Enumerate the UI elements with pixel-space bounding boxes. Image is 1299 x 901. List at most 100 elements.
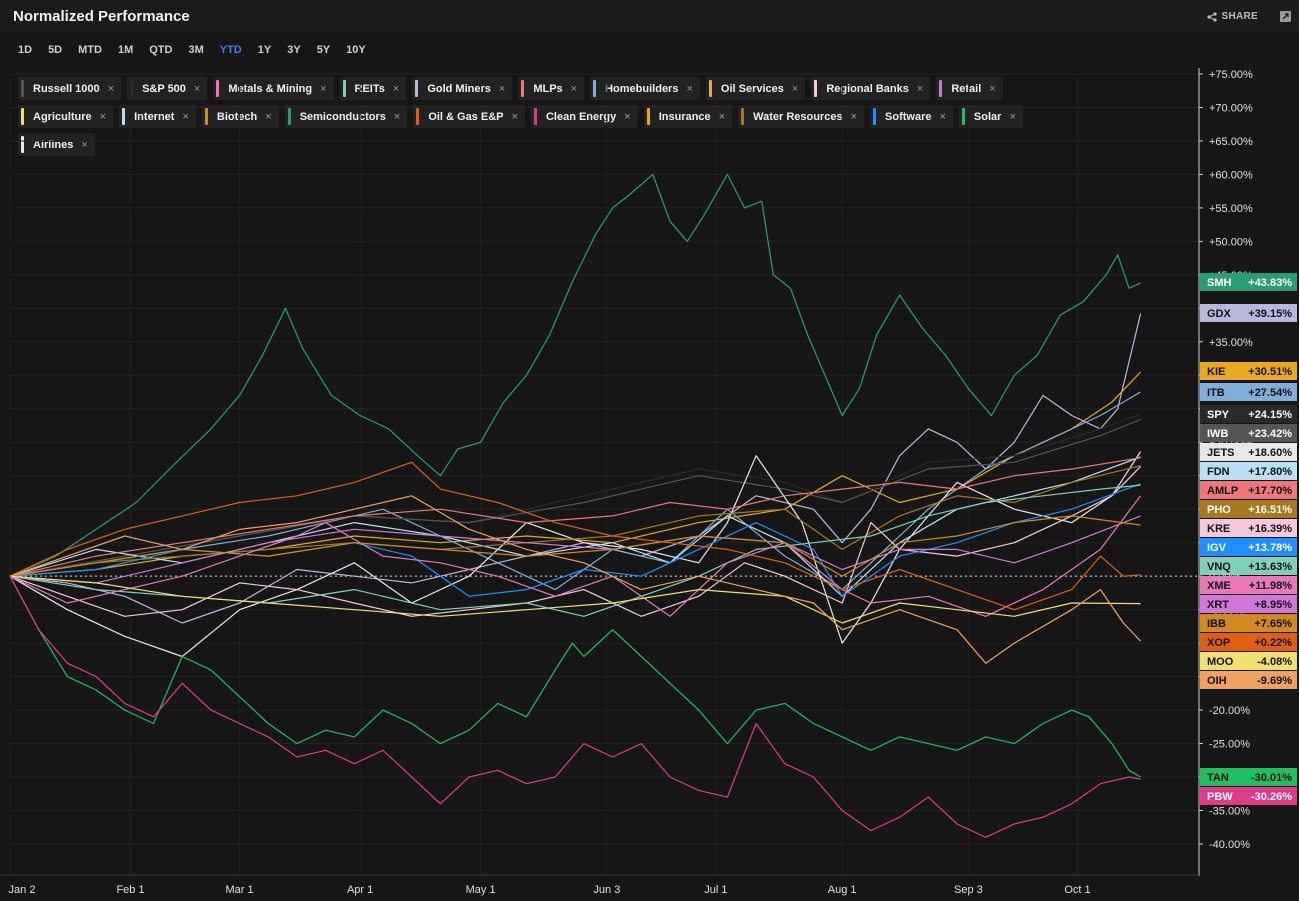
end-label-ticker: IGV <box>1207 542 1227 554</box>
series-line-tan <box>9 575 1141 778</box>
remove-series-icon[interactable]: × <box>81 138 88 151</box>
remove-series-icon[interactable]: × <box>393 110 401 123</box>
end-label-value: +13.78% <box>1248 542 1292 554</box>
remove-series-icon[interactable]: × <box>265 110 272 123</box>
remove-series-icon[interactable]: × <box>107 82 115 95</box>
remove-series-icon[interactable]: × <box>939 110 946 123</box>
end-label-box <box>1200 273 1297 291</box>
range-3y[interactable]: 3Y <box>287 44 301 56</box>
end-label-value: +17.70% <box>1248 485 1292 497</box>
series-color-swatch <box>741 108 745 125</box>
series-chip[interactable]: Airlines × <box>18 133 95 156</box>
range-5y[interactable]: 5Y <box>316 44 331 56</box>
series-chip[interactable]: Retail × <box>936 77 1003 100</box>
series-chip[interactable]: Biotech × <box>201 105 279 128</box>
end-label-box <box>1200 652 1297 670</box>
series-chip-label: Clean Energy <box>545 110 617 123</box>
series-color-swatch <box>708 80 712 97</box>
y-tick-label: +75.00% <box>1209 69 1253 81</box>
series-chip-label: Airlines <box>33 138 74 151</box>
end-label-box <box>1200 614 1297 632</box>
remove-series-icon[interactable]: × <box>193 82 201 95</box>
end-label-box <box>1200 481 1297 499</box>
remove-series-icon[interactable]: × <box>182 110 189 123</box>
remove-series-icon[interactable]: × <box>686 82 693 95</box>
remove-series-icon[interactable]: × <box>392 82 400 95</box>
remove-series-icon[interactable]: × <box>511 110 518 123</box>
series-chip[interactable]: Internet × <box>119 105 196 128</box>
series-chip[interactable]: Insurance × <box>643 105 733 128</box>
series-chip[interactable]: Solar × <box>958 105 1023 128</box>
series-chip[interactable]: REITs × <box>339 77 407 100</box>
series-chip[interactable]: Regional Banks × <box>811 77 931 100</box>
series-chip[interactable]: Software × <box>870 105 953 128</box>
range-5d[interactable]: 5D <box>48 44 63 56</box>
series-chip-label: Water Resources <box>753 110 843 123</box>
remove-series-icon[interactable]: × <box>624 110 631 123</box>
range-1y[interactable]: 1Y <box>257 44 272 56</box>
series-chip[interactable]: Clean Energy × <box>530 105 638 128</box>
share-button[interactable]: SHARE <box>1207 11 1258 22</box>
expand-button[interactable] <box>1280 11 1291 22</box>
series-chip[interactable]: MLPs × <box>518 77 585 100</box>
series-line-itb <box>9 391 1141 591</box>
series-chip-label: S&P 500 <box>142 82 186 95</box>
remove-series-icon[interactable]: × <box>99 110 107 123</box>
end-label-value: +30.51% <box>1248 366 1292 378</box>
series-line-xop <box>9 461 1141 611</box>
end-label-value: +39.15% <box>1248 308 1292 320</box>
end-label-ticker: TAN <box>1207 772 1229 784</box>
range-ytd[interactable]: YTD <box>219 44 242 56</box>
series-chip[interactable]: Water Resources × <box>738 105 865 128</box>
series-color-swatch <box>204 108 208 125</box>
series-chip-label: Internet <box>134 110 175 123</box>
series-chip[interactable]: Gold Miners × <box>412 77 513 100</box>
series-chip[interactable]: Russell 1000 × <box>18 77 122 100</box>
series-chip[interactable]: Homebuilders × <box>590 77 700 100</box>
series-chip-label: Insurance <box>658 110 711 123</box>
series-color-swatch <box>416 108 420 125</box>
series-chip[interactable]: Oil Services × <box>705 77 806 100</box>
series-chip[interactable]: Metals & Mining × <box>213 77 334 100</box>
remove-series-icon[interactable]: × <box>1009 110 1016 123</box>
range-3m[interactable]: 3M <box>188 44 204 56</box>
series-chip-label: Oil Services <box>720 82 784 95</box>
end-label-ticker: PBW <box>1207 791 1233 803</box>
remove-series-icon[interactable]: × <box>718 110 726 123</box>
series-chip[interactable]: Semiconductors × <box>284 105 408 128</box>
end-label-ticker: XRT <box>1207 599 1229 611</box>
remove-series-icon[interactable]: × <box>791 82 799 95</box>
remove-series-icon[interactable]: × <box>989 82 996 95</box>
end-label-value: +13.63% <box>1248 561 1292 573</box>
series-chip-label: Solar <box>973 110 1002 123</box>
remove-series-icon[interactable]: × <box>850 110 858 123</box>
remove-series-icon[interactable]: × <box>498 82 506 95</box>
end-label-box <box>1200 595 1297 613</box>
end-label-ticker: KIE <box>1207 366 1225 378</box>
remove-series-icon[interactable]: × <box>570 82 578 95</box>
end-label-box <box>1200 538 1297 556</box>
range-1m[interactable]: 1M <box>117 44 134 56</box>
y-tick-label: +55.00% <box>1209 203 1253 215</box>
x-tick-label: Oct 1 <box>1064 884 1090 896</box>
series-chip[interactable]: S&P 500 × <box>127 77 208 100</box>
end-label-value: +7.65% <box>1254 618 1292 630</box>
series-chip[interactable]: Agriculture × <box>18 105 114 128</box>
series-color-swatch <box>873 108 877 125</box>
end-label-box <box>1200 500 1297 518</box>
range-1d[interactable]: 1D <box>18 44 33 56</box>
series-chip[interactable]: Oil & Gas E&P × <box>413 105 525 128</box>
range-mtd[interactable]: MTD <box>78 44 102 56</box>
range-10y[interactable]: 10Y <box>346 44 366 56</box>
x-tick-label: Feb 1 <box>116 884 144 896</box>
series-color-swatch <box>415 80 419 97</box>
remove-series-icon[interactable]: × <box>320 82 327 95</box>
series-chip-label: Russell 1000 <box>33 82 100 95</box>
end-label-value: +24.15% <box>1248 409 1292 421</box>
remove-series-icon[interactable]: × <box>916 82 924 95</box>
expand-icon <box>1282 13 1289 20</box>
range-qtd[interactable]: QTD <box>149 44 173 56</box>
end-label-value: +11.98% <box>1249 580 1292 592</box>
series-chip-label: Agriculture <box>33 110 92 123</box>
end-label-box <box>1200 424 1297 442</box>
